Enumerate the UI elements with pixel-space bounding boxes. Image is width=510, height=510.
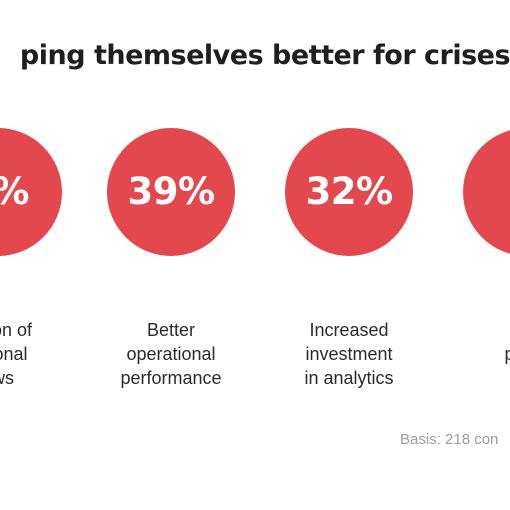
stat-item: 1% zation of rational ows: [0, 0, 78, 420]
stat-label-line: rational: [0, 344, 28, 364]
chart-title: ping themselves better for crises: [0, 34, 510, 78]
stat-label-line: in analytics: [304, 368, 394, 388]
stat-label-line: investment: [305, 344, 393, 364]
stat-item: 3 Lo procu c: [447, 0, 510, 420]
stat-item: 39% Better operational performance: [91, 0, 251, 420]
stat-label-line: procu: [504, 344, 510, 364]
stat-value: 1%: [0, 128, 78, 256]
basis-note: Basis: 218 con: [400, 431, 499, 448]
stat-label: zation of rational ows: [0, 318, 78, 390]
stat-value: 32%: [305, 170, 393, 213]
stat-label-line: Better: [146, 320, 196, 340]
stat-label-line: Increased: [309, 320, 389, 340]
stat-circle: [107, 128, 235, 256]
stat-circle: [285, 128, 413, 256]
stat-label: Better operational performance: [91, 318, 251, 390]
stat-label-line: operational: [126, 344, 216, 364]
stat-value: 3: [447, 128, 510, 256]
stat-label-line: performance: [120, 368, 222, 388]
stat-label: Increased investment in analytics: [269, 318, 429, 390]
stat-value: 39%: [127, 170, 215, 213]
stat-label: Lo procu c: [447, 318, 510, 390]
stat-label-line: Lo: [447, 318, 510, 342]
chart-title-text: ping themselves better for crises: [19, 40, 510, 71]
stat-label-line: ows: [0, 368, 14, 388]
stat-label-line: c: [447, 366, 510, 390]
stat-item: 32% Increased investment in analytics: [269, 0, 429, 420]
stat-label-line: zation of: [0, 320, 33, 340]
